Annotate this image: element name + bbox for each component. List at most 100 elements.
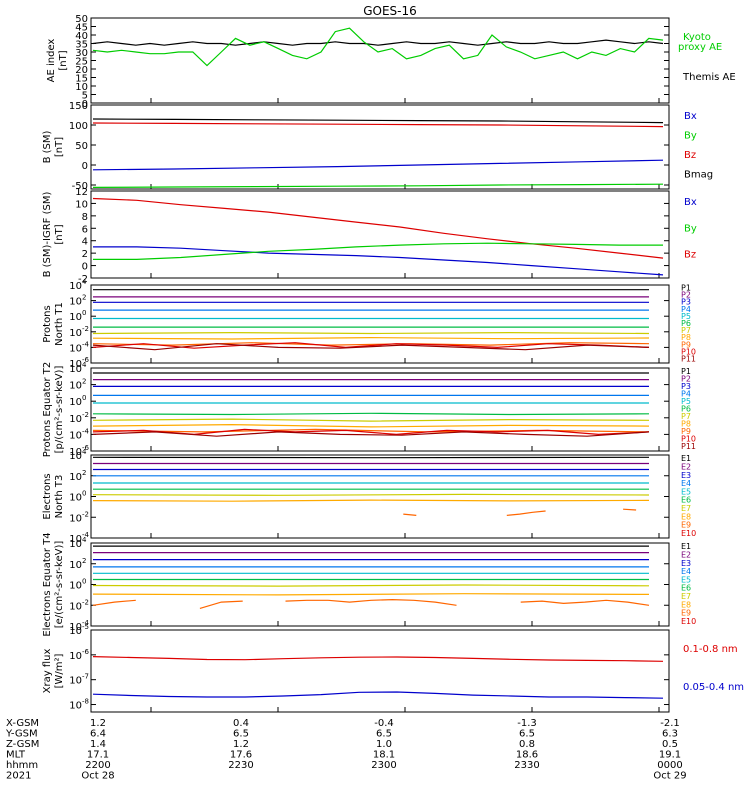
- y-tick-exponent: 2: [82, 378, 86, 386]
- legend-label: Bz: [684, 150, 696, 161]
- series-e9: [403, 509, 636, 515]
- series-e8: [93, 594, 649, 595]
- legend-label: Themis AE: [682, 72, 736, 83]
- y-tick-label: 0: [82, 161, 88, 172]
- x-axis-row-label: Y-GSM: [5, 729, 38, 740]
- x-axis-value: 0.5: [662, 739, 678, 750]
- y-tick-exponent: -2: [82, 510, 89, 518]
- x-axis-value: 6.5: [519, 729, 535, 740]
- x-axis-value: 17.6: [230, 750, 252, 761]
- x-axis-value: 1.2: [90, 718, 106, 729]
- series-by: [93, 184, 663, 187]
- panel-frame: [91, 368, 669, 451]
- y-tick-exponent: 0: [82, 578, 86, 586]
- x-axis-value: 0000: [657, 760, 682, 771]
- y-tick-exponent: -5: [82, 623, 89, 631]
- y-tick-label: 12: [75, 187, 88, 198]
- legend-label: 0.1-0.8 nm: [683, 644, 738, 655]
- y-tick-exponent: -6: [82, 648, 90, 656]
- y-tick-exponent: 4: [82, 278, 87, 286]
- y-tick-label: 10: [69, 343, 82, 354]
- legend-label: Bx: [684, 111, 697, 122]
- legend-label: By: [684, 131, 697, 142]
- y-tick-label: 10: [69, 312, 82, 323]
- series-p8: [93, 425, 649, 427]
- x-axis-row-label: MLT: [6, 750, 26, 761]
- y-axis-label: AE index[nT]: [46, 39, 69, 83]
- x-axis-table: X-GSMY-GSMZ-GSMMLThhmm20211.26.41.417.12…: [5, 718, 687, 782]
- x-axis-value: Oct 28: [81, 771, 114, 782]
- series-bz: [93, 123, 663, 127]
- series-p7: [93, 419, 649, 421]
- y-tick-exponent: -2: [82, 411, 89, 419]
- y-tick-label: 10: [69, 581, 82, 592]
- x-axis-value: 18.6: [516, 750, 538, 761]
- x-axis-value: 6.5: [233, 729, 249, 740]
- y-tick-exponent: -7: [82, 673, 89, 681]
- x-axis-value: 6.3: [662, 729, 678, 740]
- y-tick-exponent: 2: [82, 469, 86, 477]
- y-tick-label: 8: [82, 212, 88, 223]
- x-axis-value: 6.4: [90, 729, 106, 740]
- legend-label: Bmag: [684, 170, 713, 181]
- y-tick-label: 10: [69, 328, 82, 339]
- series-0-05-0-4-nm: [93, 692, 663, 698]
- y-tick-label: 10: [69, 472, 82, 483]
- y-tick-label: 10: [69, 451, 82, 462]
- y-tick-exponent: 4: [82, 536, 87, 544]
- y-tick-label: 10: [69, 601, 82, 612]
- x-axis-value: Oct 29: [653, 771, 686, 782]
- y-tick-label: 10: [69, 381, 82, 392]
- series-e7: [93, 494, 649, 495]
- y-tick-label: 10: [69, 493, 82, 504]
- y-tick-exponent: 4: [82, 361, 87, 369]
- x-axis-value: 2230: [228, 760, 253, 771]
- y-tick-label: 10: [69, 651, 82, 662]
- y-tick-exponent: 2: [82, 294, 86, 302]
- x-axis-value: 1.0: [376, 739, 392, 750]
- y-tick-label: 10: [69, 701, 82, 712]
- y-tick-label: 10: [69, 364, 82, 375]
- y-tick-label: 10: [69, 430, 82, 441]
- series-e7: [93, 585, 649, 586]
- x-axis-row-label: X-GSM: [6, 718, 39, 729]
- legend-label: 0.05-0.4 nm: [683, 682, 744, 693]
- y-tick-label: 2: [82, 249, 88, 260]
- panel-frame: [91, 105, 669, 189]
- x-axis-value: -1.3: [517, 718, 537, 729]
- channel-label: P11: [681, 442, 696, 451]
- y-tick-label: 50: [75, 14, 88, 25]
- y-axis-label: Protons Equator T2[p/(cm²-s-sr-keV)]: [42, 362, 65, 458]
- channel-label: E10: [681, 617, 696, 626]
- chart-title: GOES-16: [363, 4, 417, 18]
- y-tick-label: 6: [82, 224, 88, 235]
- y-tick-label: 10: [69, 414, 82, 425]
- panel-frame: [91, 630, 669, 712]
- y-axis-label: B (SM)[nT]: [42, 130, 65, 163]
- panel-frame: [91, 543, 669, 626]
- series-e9: [93, 600, 649, 609]
- y-tick-exponent: -2: [82, 598, 89, 606]
- x-axis-value: 19.1: [659, 750, 681, 761]
- series-p7: [93, 333, 649, 334]
- y-tick-label: 0: [82, 262, 88, 273]
- x-axis-value: 1.2: [233, 739, 249, 750]
- x-axis-value: -0.4: [374, 718, 394, 729]
- y-axis-label: B (SM)-IGRF (SM)[nT]: [42, 192, 65, 278]
- panel-frame: [91, 455, 669, 538]
- x-axis-row-label: 2021: [6, 771, 31, 782]
- y-tick-exponent: 2: [82, 557, 86, 565]
- series-p8: [93, 338, 649, 339]
- series-0-1-0-8-nm: [93, 657, 663, 662]
- y-axis-label: ElectronsNorth T3: [42, 473, 65, 519]
- x-axis-value: 1.4: [90, 739, 106, 750]
- y-tick-exponent: 0: [82, 490, 86, 498]
- x-axis-value: -2.1: [660, 718, 680, 729]
- x-axis-value: 0.8: [519, 739, 535, 750]
